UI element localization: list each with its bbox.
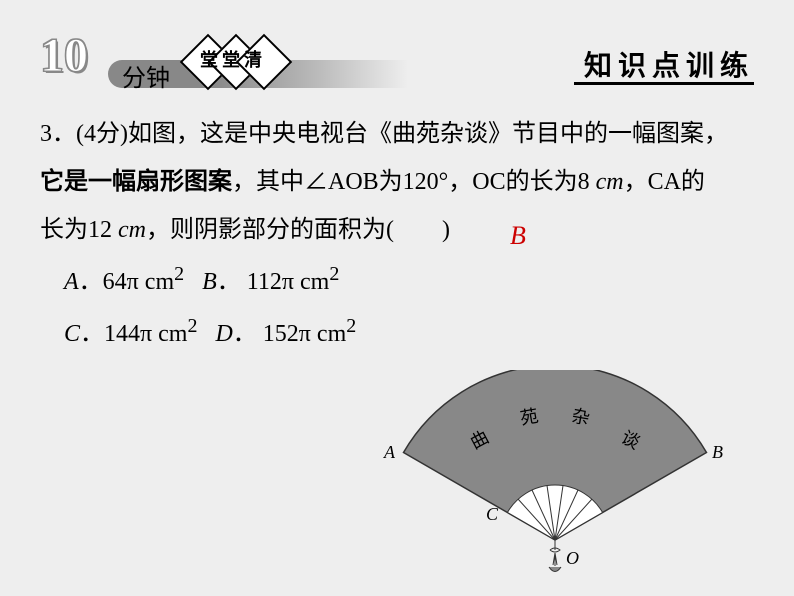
options-row-1: A．64π cm2 B． 112π cm2 — [40, 254, 754, 306]
option-b-label: B — [202, 269, 217, 295]
question-block: 3．(4分)如图，这是中央电视台《曲苑杂谈》节目中的一幅图案， 它是一幅扇形图案… — [40, 110, 754, 358]
question-unit: cm — [118, 217, 146, 243]
fan-tassel — [549, 540, 561, 572]
section-title: 知识点训练 — [584, 44, 754, 84]
diamond-text: 堂堂清 — [200, 46, 266, 72]
question-text: ，则阴影部分的面积为( ) — [146, 217, 450, 243]
option-d-sup: 2 — [346, 315, 356, 337]
option-d-label: D — [215, 321, 232, 347]
option-c-value: ．144π cm — [80, 321, 187, 347]
option-b-value: ． 112π cm — [217, 269, 330, 295]
question-line-1: 3．(4分)如图，这是中央电视台《曲苑杂谈》节目中的一幅图案， — [40, 110, 754, 158]
question-text: 3．(4分)如图，这是中央电视台《曲苑杂谈》节目中的一幅图案， — [40, 121, 728, 147]
question-line-3: 长为12 cm，则阴影部分的面积为( ) B — [40, 206, 754, 254]
question-text: ，其中∠AOB为120°，OC的长为8 — [232, 169, 596, 195]
point-b-label: B — [712, 442, 723, 463]
point-c-label: C — [486, 504, 498, 525]
minutes-label: 分钟 — [122, 58, 170, 93]
fan-diagram: A B C O 曲 苑 杂 谈 — [370, 370, 740, 580]
point-o-label: O — [566, 548, 579, 569]
question-unit: cm — [596, 169, 624, 195]
option-c-label: C — [64, 321, 80, 347]
option-a-sup: 2 — [174, 263, 184, 285]
question-bold: 它是一幅扇形图案 — [40, 169, 232, 195]
fan-svg — [370, 370, 740, 580]
point-a-label: A — [384, 442, 395, 463]
section-title-underline — [574, 82, 754, 85]
question-text: 长为12 — [40, 217, 118, 243]
badge-number: 10 — [40, 28, 88, 83]
option-a-label: A — [64, 269, 79, 295]
options-row-2: C．144π cm2 D． 152π cm2 — [40, 306, 754, 358]
option-d-value: ． 152π cm — [233, 321, 346, 347]
question-line-2: 它是一幅扇形图案，其中∠AOB为120°，OC的长为8 cm，CA的 — [40, 158, 754, 206]
header-bar: 10 分钟 堂堂清 知识点训练 — [40, 32, 754, 88]
option-a-value: ．64π cm — [79, 269, 174, 295]
option-c-sup: 2 — [187, 315, 197, 337]
question-text: ，CA的 — [624, 169, 705, 195]
answer-letter: B — [510, 210, 526, 262]
option-b-sup: 2 — [329, 263, 339, 285]
